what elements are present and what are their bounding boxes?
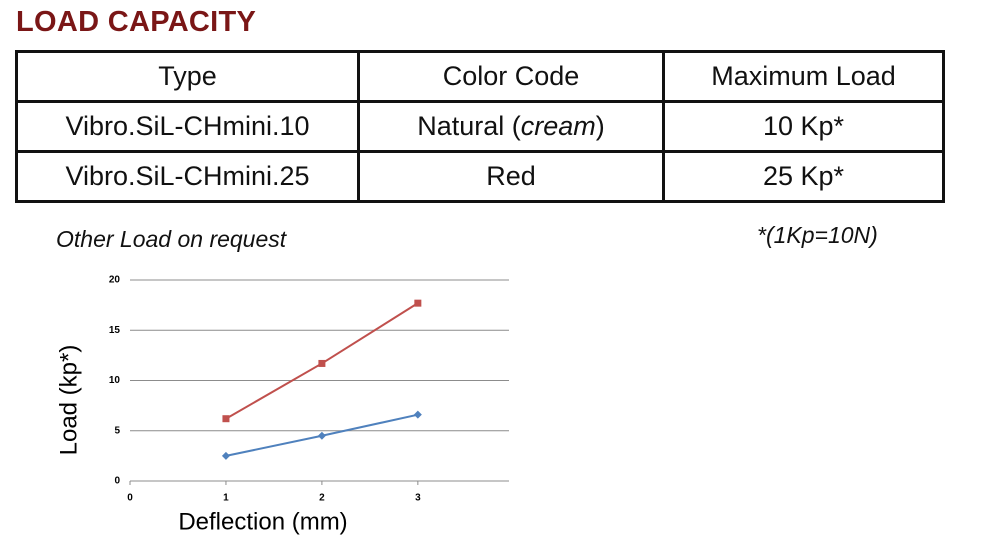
cell: Vibro.SiL-CHmini.10 — [15, 100, 360, 153]
table-row: Vibro.SiL-CHmini.25 Red 25 Kp* — [15, 150, 945, 203]
header-row: Type Color Code Maximum Load — [15, 50, 945, 103]
x-tick-label: 3 — [415, 493, 421, 504]
cell: Vibro.SiL-CHmini.25 — [15, 150, 360, 203]
y-tick-label: 5 — [114, 425, 120, 436]
x-tick-label: 1 — [223, 493, 229, 504]
note: *(1Kp=10N) — [757, 222, 878, 248]
y-tick-label: 10 — [109, 375, 121, 386]
note: Other Load on request — [56, 226, 287, 252]
point — [221, 451, 230, 460]
cell: Red — [357, 150, 665, 203]
point — [317, 431, 326, 440]
column-header: Maximum Load — [662, 50, 945, 103]
cell: 10 Kp* — [662, 100, 945, 153]
point — [413, 410, 422, 419]
x-tick-label: 0 — [127, 493, 133, 504]
point — [414, 299, 422, 307]
cell-text: Natural ( — [417, 111, 521, 141]
x-tick-label: 2 — [319, 493, 325, 504]
y-tick-label: 15 — [109, 325, 121, 336]
cell: Natural (cream) — [357, 100, 665, 153]
page-title: LOAD CAPACITY — [16, 6, 257, 38]
column-header: Color Code — [357, 50, 665, 103]
y-axis-label: Load (kp*) — [55, 345, 82, 456]
y-tick-label: 20 — [109, 275, 121, 286]
cell-text: cream — [520, 111, 596, 141]
cell: 25 Kp* — [662, 150, 945, 203]
point — [318, 359, 326, 367]
cell-text: Red — [486, 161, 536, 191]
point — [222, 415, 230, 423]
table-row: Vibro.SiL-CHmini.10 Natural (cream) 10 K… — [15, 100, 945, 153]
x-axis-label: Deflection (mm) — [178, 508, 347, 535]
column-header: Type — [15, 50, 360, 103]
y-tick-label: 0 — [114, 476, 120, 487]
load-table: Type Color Code Maximum Load Vibro.SiL-C… — [15, 50, 945, 203]
cell-text: ) — [595, 111, 605, 141]
